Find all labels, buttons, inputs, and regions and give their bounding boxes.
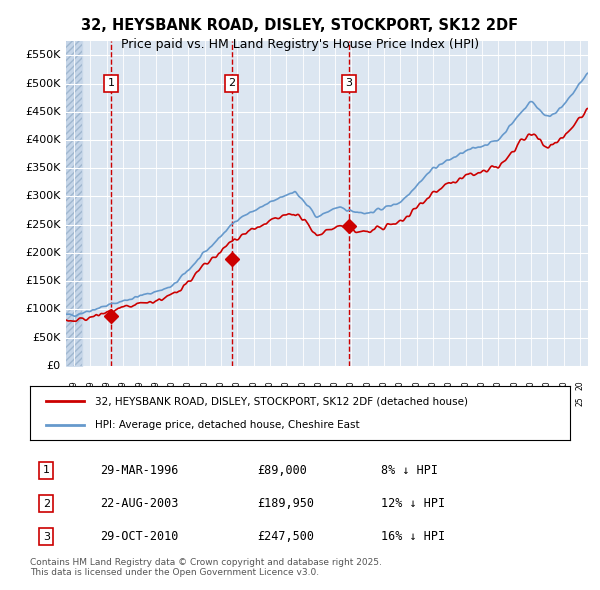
Text: 19: 19 (70, 381, 79, 390)
Text: 08: 08 (298, 396, 307, 407)
Text: 20: 20 (445, 381, 454, 390)
Text: 19: 19 (135, 381, 144, 390)
Text: 03: 03 (217, 396, 226, 407)
Text: 01: 01 (184, 396, 193, 407)
Text: 2: 2 (228, 78, 235, 88)
Text: 20: 20 (559, 381, 568, 390)
Text: 20: 20 (543, 381, 552, 390)
Text: 20: 20 (249, 381, 258, 390)
Text: 20: 20 (412, 381, 421, 390)
Text: 96: 96 (102, 396, 111, 407)
Text: £450K: £450K (25, 107, 61, 117)
Text: 29-MAR-1996: 29-MAR-1996 (100, 464, 179, 477)
Text: £550K: £550K (25, 50, 61, 60)
Text: 25: 25 (575, 396, 584, 407)
Text: 20: 20 (396, 381, 405, 390)
Text: 20: 20 (331, 381, 340, 390)
Text: 20: 20 (494, 396, 503, 407)
Text: 20: 20 (265, 381, 274, 390)
Text: £400K: £400K (25, 135, 61, 145)
Text: £150K: £150K (25, 276, 61, 286)
Text: 20: 20 (233, 381, 242, 390)
Text: 29-OCT-2010: 29-OCT-2010 (100, 530, 179, 543)
Text: 97: 97 (119, 396, 128, 407)
Text: 17: 17 (445, 396, 454, 407)
Text: 13: 13 (380, 396, 389, 407)
Text: 06: 06 (265, 396, 274, 407)
Text: £200K: £200K (25, 248, 61, 258)
Text: 20: 20 (200, 381, 209, 390)
Text: 20: 20 (461, 381, 470, 390)
Text: 20: 20 (314, 381, 323, 390)
Text: 20: 20 (217, 381, 226, 390)
Text: Price paid vs. HM Land Registry's House Price Index (HPI): Price paid vs. HM Land Registry's House … (121, 38, 479, 51)
Bar (66, 41, 82, 366)
Text: 22-AUG-2003: 22-AUG-2003 (100, 497, 179, 510)
Text: 12% ↓ HPI: 12% ↓ HPI (381, 497, 445, 510)
Text: 04: 04 (233, 396, 242, 407)
Text: 20: 20 (494, 381, 503, 390)
Text: 20: 20 (575, 381, 584, 390)
Text: £0: £0 (47, 361, 61, 371)
Text: 20: 20 (510, 381, 519, 390)
Text: 19: 19 (86, 381, 95, 390)
Text: 11: 11 (347, 396, 356, 406)
Text: £500K: £500K (25, 78, 61, 88)
Text: Contains HM Land Registry data © Crown copyright and database right 2025.
This d: Contains HM Land Registry data © Crown c… (30, 558, 382, 577)
Text: 16% ↓ HPI: 16% ↓ HPI (381, 530, 445, 543)
Text: 1: 1 (43, 466, 50, 476)
Text: 00: 00 (167, 396, 176, 407)
Text: 20: 20 (478, 381, 487, 390)
Text: 20: 20 (363, 381, 372, 390)
Text: 05: 05 (249, 396, 258, 407)
Text: 19: 19 (119, 381, 128, 390)
Text: 12: 12 (363, 396, 372, 406)
Text: 95: 95 (86, 396, 95, 407)
Text: £247,500: £247,500 (257, 530, 314, 543)
Text: 99: 99 (151, 396, 160, 407)
Text: 19: 19 (151, 381, 160, 390)
Text: 10: 10 (331, 396, 340, 407)
Text: 20: 20 (380, 381, 389, 390)
Text: 21: 21 (510, 396, 519, 406)
Text: 94: 94 (70, 396, 79, 407)
Text: 16: 16 (428, 396, 437, 407)
Text: 3: 3 (345, 78, 352, 88)
Text: 1: 1 (107, 78, 115, 88)
Text: 22: 22 (526, 396, 535, 406)
Text: 32, HEYSBANK ROAD, DISLEY, STOCKPORT, SK12 2DF: 32, HEYSBANK ROAD, DISLEY, STOCKPORT, SK… (82, 18, 518, 32)
Text: 23: 23 (543, 396, 552, 407)
Text: 14: 14 (396, 396, 405, 407)
Text: HPI: Average price, detached house, Cheshire East: HPI: Average price, detached house, Ches… (95, 419, 359, 430)
Text: 20: 20 (347, 381, 356, 390)
Text: 20: 20 (282, 381, 291, 390)
Text: 09: 09 (314, 396, 323, 407)
Text: £350K: £350K (25, 163, 61, 173)
Text: 20: 20 (184, 381, 193, 390)
Text: 2: 2 (43, 499, 50, 509)
Text: 20: 20 (428, 381, 437, 390)
Text: 19: 19 (478, 396, 487, 407)
Text: £250K: £250K (25, 219, 61, 230)
Text: 3: 3 (43, 532, 50, 542)
Text: 8% ↓ HPI: 8% ↓ HPI (381, 464, 438, 477)
Text: 19: 19 (102, 381, 111, 390)
Text: £89,000: £89,000 (257, 464, 307, 477)
Text: £189,950: £189,950 (257, 497, 314, 510)
Text: 07: 07 (282, 396, 291, 407)
Text: 20: 20 (526, 381, 535, 390)
Text: £100K: £100K (25, 304, 61, 314)
Text: 98: 98 (135, 396, 144, 407)
Text: £50K: £50K (32, 333, 61, 343)
Text: 02: 02 (200, 396, 209, 407)
Text: 18: 18 (461, 396, 470, 406)
Text: 24: 24 (559, 396, 568, 407)
Text: 20: 20 (298, 381, 307, 390)
Text: £300K: £300K (25, 192, 61, 202)
Text: 15: 15 (412, 396, 421, 407)
Text: 20: 20 (167, 381, 176, 390)
Text: 32, HEYSBANK ROAD, DISLEY, STOCKPORT, SK12 2DF (detached house): 32, HEYSBANK ROAD, DISLEY, STOCKPORT, SK… (95, 396, 468, 407)
